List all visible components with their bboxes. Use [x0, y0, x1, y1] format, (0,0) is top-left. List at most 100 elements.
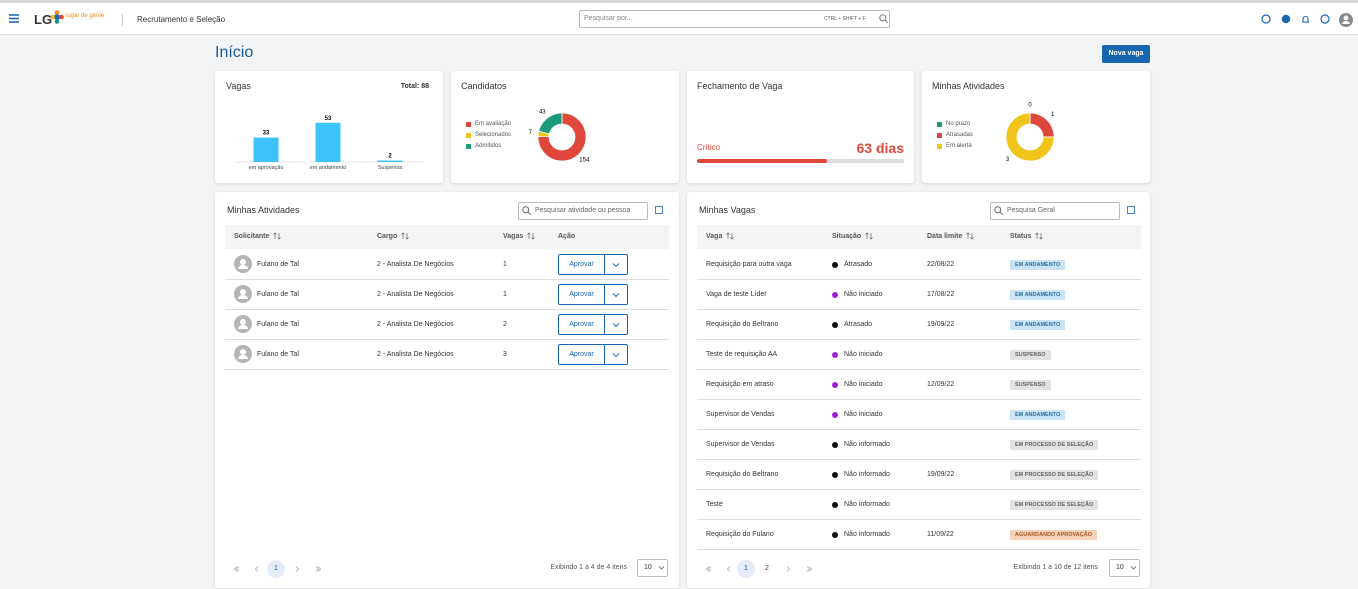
situation-dot: [832, 352, 838, 358]
menu-icon[interactable]: [9, 14, 19, 23]
approve-button[interactable]: Aprovar: [558, 344, 605, 365]
sort-icon[interactable]: [527, 232, 535, 240]
bar-category: em aprovação: [249, 165, 284, 171]
page-number[interactable]: 2: [758, 560, 776, 578]
search-icon[interactable]: [879, 14, 888, 23]
page-number[interactable]: 1: [737, 560, 755, 578]
pager-arrow[interactable]: [704, 565, 712, 573]
situation-dot: [832, 322, 838, 328]
deadline: 11/09/22: [927, 531, 954, 538]
sort-arrows: [866, 233, 873, 239]
dropdown-caret: [612, 262, 620, 268]
new-job-button[interactable]: Nova vaga: [1102, 45, 1150, 63]
status-badge: EM PROCESSO DE SELEÇÃO: [1010, 440, 1098, 450]
info-icon[interactable]: [1282, 15, 1290, 23]
approve-button[interactable]: Aprovar: [558, 254, 605, 275]
status-badge: EM ANDAMENTO: [1010, 290, 1065, 300]
fechamento-card: Fechamento de VagaCrítico63 dias: [687, 71, 914, 183]
caret: [613, 354, 619, 357]
arrow: [235, 567, 240, 572]
box: [656, 207, 663, 214]
deadline: 17/08/22: [927, 291, 954, 298]
openings: 3: [503, 351, 507, 358]
settings-icon[interactable]: [1321, 15, 1329, 23]
bar-chart: 33em aprovação53em andamento2Suspensa: [215, 71, 443, 183]
situation-dot: [832, 532, 838, 538]
situation: Não iniciado: [844, 381, 883, 388]
situation: Atrasado: [844, 321, 872, 328]
requester-name: Fulano de Tal: [257, 291, 299, 298]
bar-value: 2: [388, 154, 392, 160]
job-title: 2 - Analista De Negócios: [377, 351, 454, 358]
sort-icon[interactable]: [865, 232, 873, 240]
segment-label: 43: [539, 109, 546, 115]
header-icons: [1260, 13, 1355, 29]
approve-button[interactable]: Aprovar: [558, 314, 605, 335]
sort-icon[interactable]: [966, 232, 974, 240]
pager-arrow[interactable]: [232, 565, 240, 573]
caret: [613, 324, 619, 327]
pager-arrow[interactable]: [313, 565, 321, 573]
logo-text: LG: [34, 12, 52, 27]
panel-title: Minhas Atividades: [227, 205, 300, 215]
arrow: [296, 567, 299, 572]
select-caret: [658, 565, 665, 571]
column-header: Data limite: [927, 233, 962, 240]
logo-tagline: lugar de gente: [66, 13, 104, 19]
pager-arrow[interactable]: [725, 565, 733, 573]
app-name: Recrutamento e Seleção: [137, 15, 225, 24]
candidatos-card: CandidatosEm avaliaçãoSelecionadosAdmiti…: [451, 71, 679, 183]
deadline: 22/08/22: [927, 261, 954, 268]
situation: Não iniciado: [844, 351, 883, 358]
page-number[interactable]: 1: [267, 560, 285, 578]
situation-dot: [832, 412, 838, 418]
status-badge: EM ANDAMENTO: [1010, 320, 1065, 330]
table-header: [225, 225, 669, 249]
caret: [659, 567, 664, 570]
pager-arrow[interactable]: [784, 565, 792, 573]
requester-name: Fulano de Tal: [257, 351, 299, 358]
approve-button[interactable]: Aprovar: [558, 284, 605, 305]
table-header: [697, 225, 1141, 249]
situation: Não informado: [844, 441, 890, 448]
expand-icon[interactable]: [655, 206, 663, 214]
sort-icon[interactable]: [1035, 232, 1043, 240]
pager-arrow[interactable]: [253, 565, 261, 573]
situation-dot: [832, 442, 838, 448]
select-caret: [1130, 565, 1137, 571]
column-header: Cargo: [377, 233, 397, 240]
requester-avatar: [234, 315, 252, 333]
segment-label: 7: [529, 130, 533, 136]
sort-icon[interactable]: [401, 232, 409, 240]
situation: Não informado: [844, 501, 890, 508]
search-placeholder: Pesquisar por...: [584, 15, 633, 22]
sort-arrows: [528, 233, 535, 239]
pager-summary: Exibindo 1 a 4 de 4 itens: [550, 564, 627, 571]
sort-icon[interactable]: [726, 232, 734, 240]
requester-name: Fulano de Tal: [257, 261, 299, 268]
search-icon: [522, 206, 531, 215]
pager-arrow[interactable]: [293, 565, 301, 573]
situation-dot: [832, 262, 838, 268]
segment-label: 154: [579, 158, 590, 164]
job-name: Requisição do Fulano: [706, 531, 774, 538]
bell-icon[interactable]: [1302, 17, 1309, 23]
sort-icon[interactable]: [273, 232, 281, 240]
card-title: Fechamento de Vaga: [697, 81, 782, 91]
bar: [378, 161, 403, 162]
job-title: 2 - Analista De Negócios: [377, 291, 454, 298]
search-shortcut: CTRL + SHIFT + F: [824, 16, 866, 22]
lens: [995, 207, 1001, 213]
arrow: [707, 567, 712, 572]
pager-arrow[interactable]: [804, 565, 812, 573]
progress-fill: [697, 159, 827, 163]
expand-icon[interactable]: [1127, 206, 1135, 214]
sort-arrows: [967, 233, 974, 239]
help-icon[interactable]: [1262, 15, 1270, 23]
job-name: Supervisor de Vendas: [706, 441, 775, 448]
job-name: Requisição em atraso: [706, 381, 774, 388]
pager-summary: Exibindo 1 a 10 de 12 itens: [1014, 564, 1098, 571]
requester-avatar: [234, 285, 252, 303]
donut-chart: 013: [922, 71, 1150, 183]
job-title: 2 - Analista De Negócios: [377, 321, 454, 328]
